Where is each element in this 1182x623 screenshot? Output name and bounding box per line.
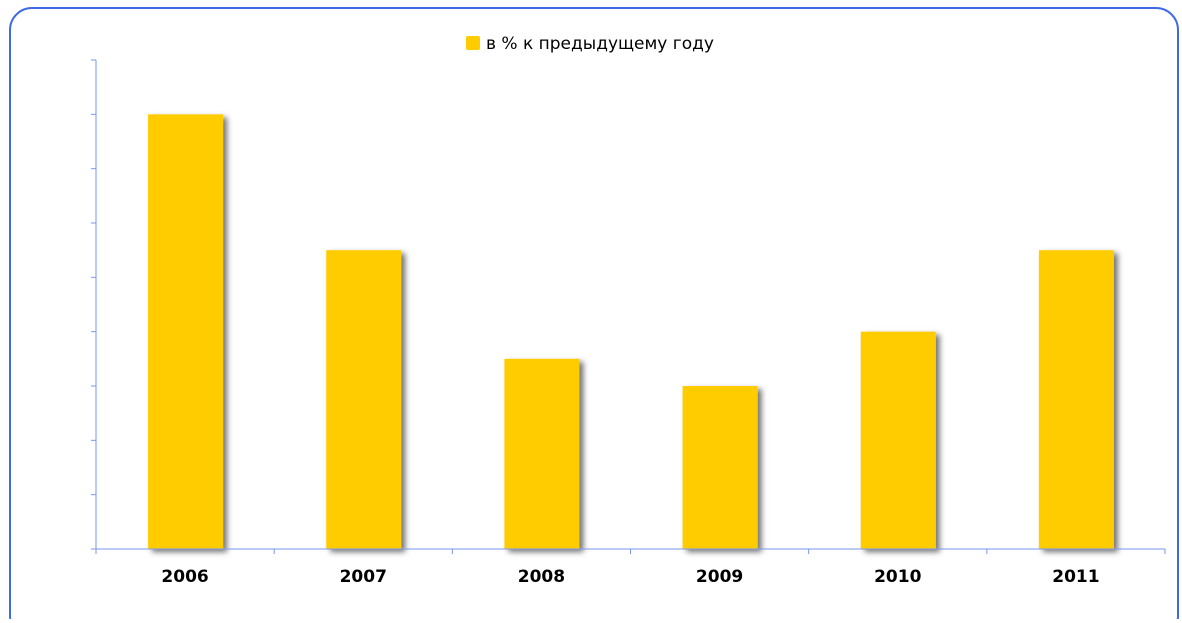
x-tick-label: 2008 <box>518 567 565 587</box>
bar <box>326 250 402 549</box>
bar <box>148 114 224 549</box>
x-tick-label: 2006 <box>161 567 208 587</box>
legend-swatch <box>466 36 480 50</box>
bar <box>682 386 758 549</box>
legend-label: в % к предыдущему году <box>486 34 714 54</box>
x-tick-label: 2010 <box>874 567 921 587</box>
x-tick-label: 2011 <box>1052 567 1099 587</box>
x-tick-label: 2007 <box>340 567 387 587</box>
bar <box>504 358 580 549</box>
bar <box>1038 250 1114 549</box>
x-tick-label: 2009 <box>696 567 743 587</box>
bar <box>860 331 936 549</box>
